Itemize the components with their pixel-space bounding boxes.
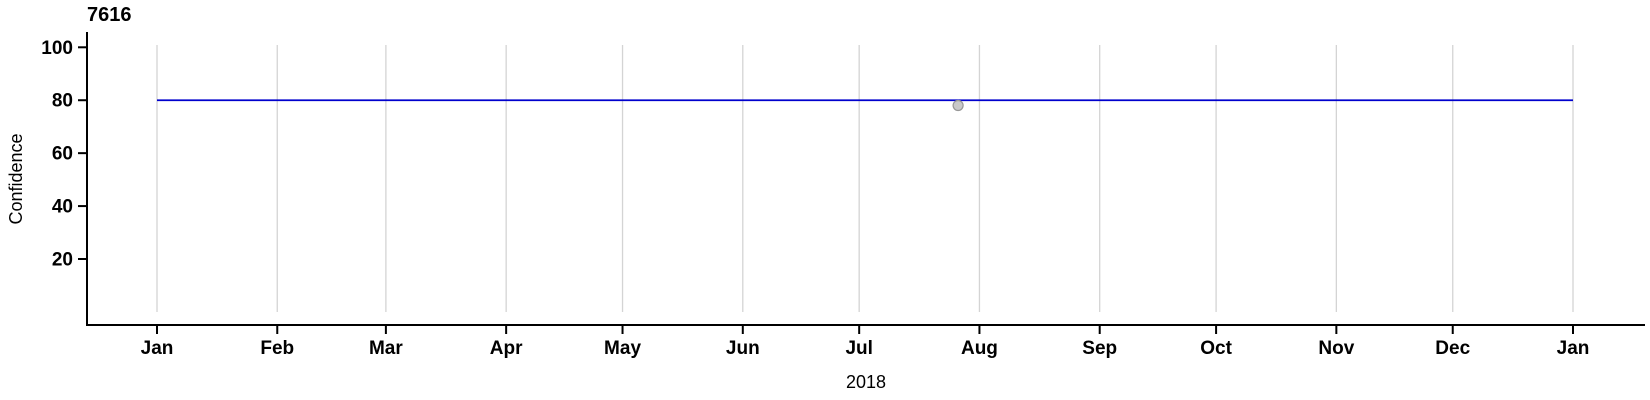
- x-tick-label: Dec: [1435, 338, 1470, 359]
- x-tick-label: Aug: [961, 338, 998, 359]
- x-tick-label: Nov: [1318, 338, 1354, 359]
- chart-title: 7616: [87, 4, 132, 26]
- x-tick-label: Jan: [1557, 338, 1590, 359]
- series-layer: [157, 99, 1573, 112]
- x-tick-label: Mar: [369, 338, 403, 359]
- x-tick-label: Sep: [1082, 338, 1117, 359]
- x-tick-label: Oct: [1200, 338, 1232, 359]
- y-tick-label: 40: [52, 197, 73, 218]
- axes-layer: [78, 32, 1645, 334]
- x-tick-label: Feb: [260, 338, 294, 359]
- y-tick-label: 60: [52, 144, 73, 165]
- y-tick-label: 80: [52, 91, 73, 112]
- gridlines-layer: [156, 45, 1574, 312]
- x-tick-label: May: [604, 338, 641, 359]
- x-tick-label: Apr: [490, 338, 523, 359]
- tick-labels-layer: 20 40 60 80 100 Jan Feb Mar Apr May Jun Jul Aug Sep Oc…: [41, 38, 1589, 359]
- x-axis-title: 2018: [846, 372, 886, 392]
- x-tick-label: Jan: [141, 338, 174, 359]
- x-tick-label: Jul: [845, 338, 872, 359]
- x-tick-label: Jun: [726, 338, 760, 359]
- y-tick-label: 20: [52, 250, 73, 271]
- outlier-point: [952, 99, 964, 112]
- y-tick-label: 100: [41, 38, 73, 59]
- y-axis-title: Confidence: [6, 133, 26, 224]
